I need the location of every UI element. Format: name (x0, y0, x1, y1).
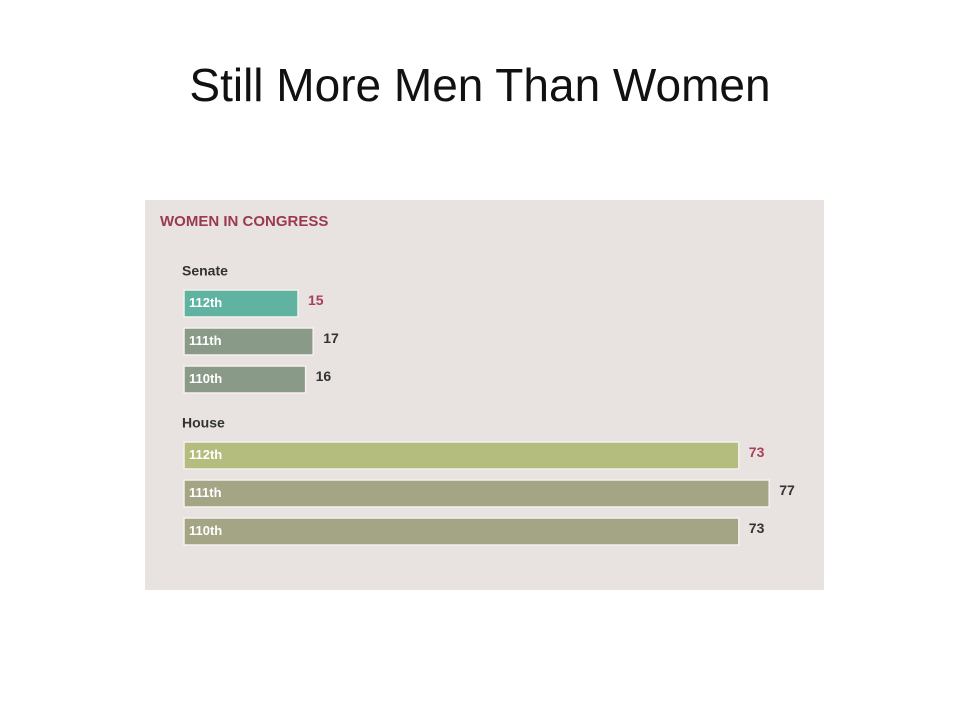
bar-category-label: 112th (189, 295, 222, 310)
bar-category-label: 111th (189, 333, 222, 348)
value-label: 73 (749, 520, 765, 536)
bar (183, 327, 314, 356)
chart-title: WOMEN IN CONGRESS (160, 213, 328, 230)
value-label: 73 (749, 444, 765, 460)
value-label: 15 (308, 292, 324, 308)
bar-category-label: 110th (189, 371, 222, 386)
value-label: 77 (779, 482, 795, 498)
bar-category-label: 111th (189, 485, 222, 500)
bar (183, 365, 307, 394)
bar (183, 479, 770, 508)
value-label: 17 (323, 330, 339, 346)
bar (183, 289, 299, 318)
value-label: 16 (316, 368, 332, 384)
slide-title: Still More Men Than Women (189, 59, 771, 111)
bar-category-label: 110th (189, 523, 222, 538)
bar (183, 517, 740, 546)
bar-category-label: 112th (189, 447, 222, 462)
bar (183, 441, 740, 470)
group-label: Senate (182, 263, 228, 279)
group-label: House (182, 415, 225, 431)
